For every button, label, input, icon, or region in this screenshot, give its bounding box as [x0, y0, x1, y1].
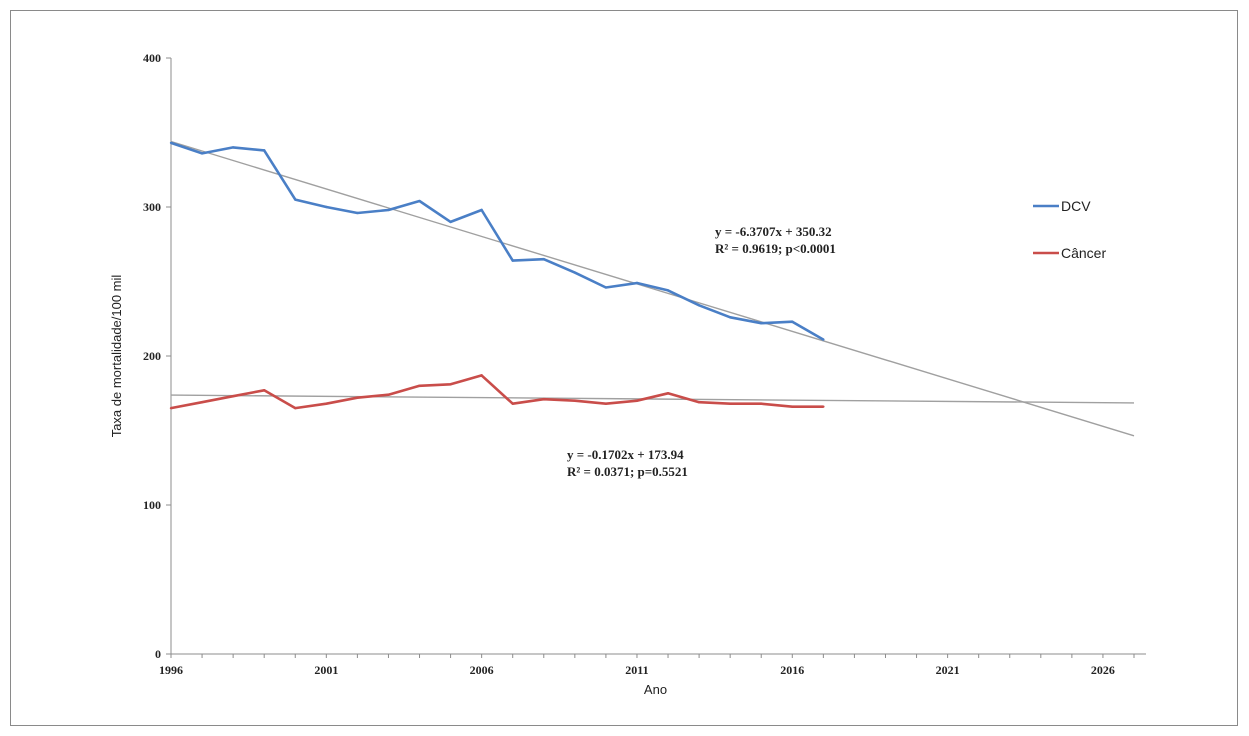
data-point: [697, 304, 701, 307]
data-point: [262, 149, 266, 152]
y-tick-label: 200: [143, 349, 161, 363]
y-tick-label: 0: [155, 647, 161, 661]
trend-stats: R² = 0.9619; p<0.0001: [715, 241, 836, 256]
x-tick-label: 2026: [1091, 663, 1115, 677]
legend-label: DCV: [1061, 198, 1091, 214]
trendline-cncer: [170, 394, 1135, 404]
data-point: [573, 271, 577, 274]
x-tick-label: 2021: [936, 663, 960, 677]
data-point: [449, 220, 452, 224]
y-tick-label: 400: [143, 51, 161, 65]
data-point: [231, 395, 235, 398]
data-point: [480, 208, 483, 212]
data-point: [542, 398, 545, 401]
data-point: [387, 208, 390, 212]
data-point: [294, 406, 297, 410]
data-point: [387, 393, 390, 396]
data-point: [760, 402, 763, 405]
x-tick-label: 2006: [470, 663, 494, 677]
data-point: [542, 257, 545, 261]
series-lines: [169, 141, 825, 410]
data-point: [356, 211, 359, 215]
data-point: [418, 384, 421, 387]
data-point: [231, 146, 235, 149]
data-point: [666, 289, 670, 292]
data-point: [728, 316, 732, 319]
series-line-dcv: [170, 141, 825, 341]
data-point: [697, 400, 701, 404]
trend-equation: y = -0.1702x + 173.94: [567, 447, 684, 462]
data-point: [511, 402, 514, 405]
data-point: [200, 152, 204, 155]
data-point: [760, 322, 763, 325]
y-axis-title: Taxa de mortalidade/100 mil: [109, 275, 124, 438]
data-point: [791, 320, 794, 323]
data-point: [169, 406, 173, 410]
data-point: [294, 198, 297, 201]
data-point: [200, 400, 204, 404]
trendlines: [170, 140, 1135, 437]
data-point: [511, 259, 514, 262]
axes: 0 100 200 300 400 1996 2001 2006 2011 2016 2021 202…: [109, 51, 1146, 697]
line-chart: 0 100 200 300 400 1996 2001 2006 2011 2016 2021 202…: [109, 51, 1146, 697]
x-tick-label: 1996: [159, 663, 183, 677]
data-point: [449, 383, 452, 386]
data-point: [822, 405, 825, 408]
data-point: [791, 405, 794, 408]
trend-equations: y = -6.3707x + 350.32 R² = 0.9619; p<0.00…: [567, 224, 836, 479]
x-tick-label: 2016: [780, 663, 804, 677]
x-tick-label: 2001: [314, 663, 338, 677]
data-point: [666, 392, 670, 395]
data-point: [604, 286, 608, 289]
chart-frame: 0 100 200 300 400 1996 2001 2006 2011 2016 2021 202…: [10, 10, 1238, 726]
data-point: [418, 199, 421, 203]
data-point: [635, 281, 639, 285]
data-point: [635, 399, 639, 402]
trend-stats: R² = 0.0371; p=0.5521: [567, 464, 688, 479]
data-point: [325, 402, 328, 405]
x-tick-label: 2011: [625, 663, 648, 677]
y-tick-label: 300: [143, 200, 161, 214]
data-point: [728, 402, 732, 405]
trendline-dcv: [170, 140, 1135, 437]
legend-label: Câncer: [1061, 245, 1106, 261]
data-point: [480, 374, 483, 377]
series-line-cncer: [170, 374, 824, 410]
data-point: [573, 399, 577, 402]
data-point: [262, 389, 266, 392]
data-point: [356, 396, 359, 399]
data-point: [822, 338, 825, 341]
data-point: [169, 141, 173, 145]
data-point: [325, 205, 328, 209]
legend: DCV Câncer: [1033, 198, 1106, 261]
y-tick-label: 100: [143, 498, 161, 512]
trend-equation: y = -6.3707x + 350.32: [715, 224, 832, 239]
x-axis-title: Ano: [644, 682, 667, 697]
data-point: [604, 402, 608, 405]
